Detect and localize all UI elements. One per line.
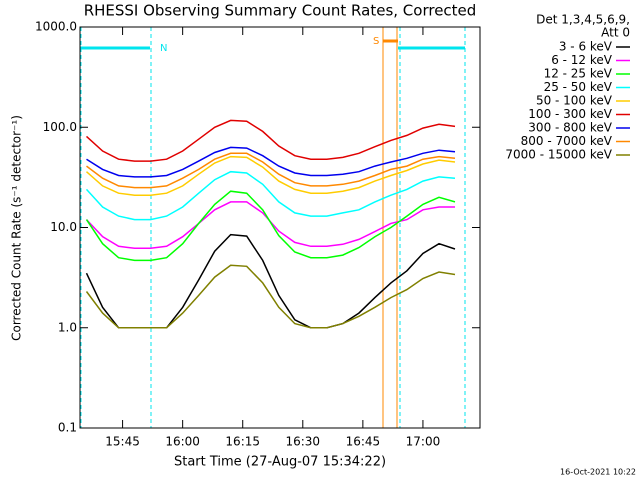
series-line (86, 155, 456, 196)
legend-label: 3 - 6 keV (559, 40, 613, 54)
series-line (85, 170, 456, 221)
legend-label: 50 - 100 keV (536, 94, 613, 108)
chart-title: RHESSI Observing Summary Count Rates, Co… (84, 2, 477, 20)
legend-label: 100 - 300 keV (528, 107, 612, 121)
y-tick-label: 1000.0 (35, 20, 77, 34)
y-tick-label: 100.0 (43, 120, 77, 134)
series-line (86, 146, 456, 178)
series-line (85, 264, 456, 329)
x-tick-label: 16:30 (285, 435, 320, 449)
annotation: S (373, 36, 379, 47)
series-line (85, 119, 456, 162)
series-line (85, 190, 456, 262)
x-axis-label: Start Time (27-Aug-07 15:34:22) (174, 455, 386, 470)
x-tick-label: 17:00 (406, 435, 441, 449)
legend-title: Det 1,3,4,5,6,9, (536, 13, 630, 27)
legend-label: 25 - 50 keV (544, 80, 613, 94)
annotation: N (160, 43, 167, 54)
legend-label: 6 - 12 keV (551, 53, 613, 67)
x-tick-label: 16:45 (346, 435, 381, 449)
legend-label: 12 - 25 keV (544, 67, 613, 81)
legend-title: Att 0 (601, 26, 630, 40)
y-tick-label: 0.1 (58, 421, 77, 435)
y-axis-label: Corrected Count Rate (s⁻¹ detector⁻¹) (10, 115, 24, 341)
timestamp: 16-Oct-2021 10:22 (560, 468, 636, 477)
x-tick-label: 16:00 (165, 435, 200, 449)
x-tick-label: 16:15 (225, 435, 260, 449)
series-line (86, 152, 456, 189)
legend-label: 300 - 800 keV (528, 121, 612, 135)
y-tick-label: 10.0 (50, 220, 77, 234)
x-tick-label: 15:45 (105, 435, 140, 449)
legend-label: 7000 - 15000 keV (505, 148, 612, 162)
y-tick-label: 1.0 (58, 320, 77, 334)
legend-label: 800 - 7000 keV (521, 134, 613, 148)
